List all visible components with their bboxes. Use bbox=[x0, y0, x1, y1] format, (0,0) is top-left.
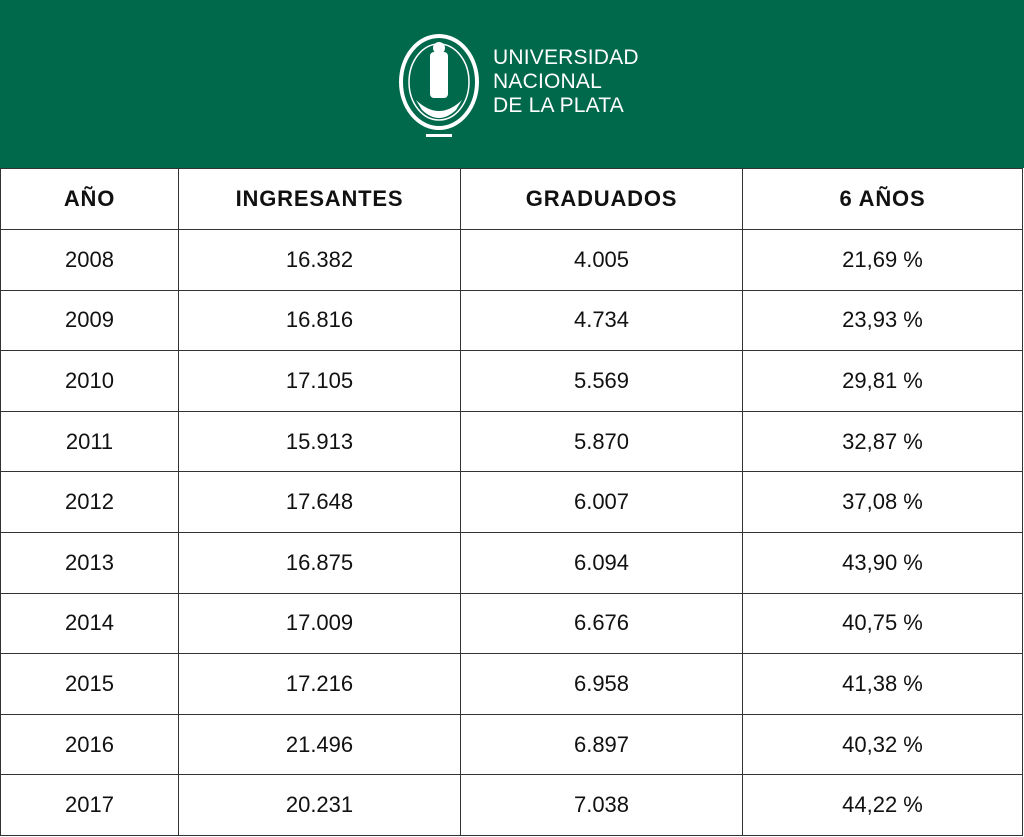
table-cell: 43,90 % bbox=[742, 531, 1023, 594]
table-cell: 17.009 bbox=[178, 592, 461, 655]
table-cell: 7.038 bbox=[460, 774, 743, 836]
table-row: 2015 17.216 6.958 41,38 % bbox=[0, 653, 1023, 715]
table-cell: 44,22 % bbox=[742, 774, 1023, 836]
column-header: INGRESANTES bbox=[178, 168, 461, 230]
table-cell: 2008 bbox=[0, 229, 179, 291]
table-cell: 6.897 bbox=[460, 713, 743, 776]
column-header: AÑO bbox=[0, 168, 179, 230]
logo-line: NACIONAL bbox=[493, 70, 602, 93]
logo-line: UNIVERSIDAD bbox=[493, 46, 639, 69]
table-row: 2011 15.913 5.870 32,87 % bbox=[0, 410, 1023, 473]
table-cell: 29,81 % bbox=[742, 350, 1023, 412]
table-cell: 41,38 % bbox=[742, 653, 1023, 715]
table-cell: 4.005 bbox=[460, 229, 743, 291]
table-cell: 6.676 bbox=[460, 592, 743, 655]
table-cell: 2013 bbox=[0, 531, 179, 594]
table-cell: 16.382 bbox=[178, 229, 461, 291]
column-header: GRADUADOS bbox=[460, 168, 743, 230]
table-cell: 5.870 bbox=[460, 410, 743, 473]
table-cell: 17.105 bbox=[178, 350, 461, 412]
logo-line: DE LA PLATA bbox=[493, 94, 624, 117]
table-cell: 16.875 bbox=[178, 531, 461, 594]
table-cell: 2009 bbox=[0, 289, 179, 352]
table-cell: 32,87 % bbox=[742, 410, 1023, 473]
logo-emblem bbox=[399, 34, 479, 137]
table-cell: 17.216 bbox=[178, 653, 461, 715]
logo-text: UNIVERSIDAD NACIONAL DE LA PLATA bbox=[493, 46, 639, 118]
table-cell: 6.007 bbox=[460, 471, 743, 533]
table-cell: 37,08 % bbox=[742, 471, 1023, 533]
table-cell: 2011 bbox=[0, 410, 179, 473]
table-cell: 16.816 bbox=[178, 289, 461, 352]
table-cell: 6.094 bbox=[460, 531, 743, 594]
table-cell: 2015 bbox=[0, 653, 179, 715]
table-row: 2008 16.382 4.005 21,69 % bbox=[0, 229, 1023, 291]
header-row: AÑO INGRESANTES GRADUADOS 6 AÑOS bbox=[0, 168, 1023, 230]
table-cell: 2012 bbox=[0, 471, 179, 533]
table-cell: 6.958 bbox=[460, 653, 743, 715]
table-row: 2009 16.816 4.734 23,93 % bbox=[0, 289, 1023, 352]
table-cell: 15.913 bbox=[178, 410, 461, 473]
table-cell: 20.231 bbox=[178, 774, 461, 836]
table-cell: 40,32 % bbox=[742, 713, 1023, 776]
table-cell: 2016 bbox=[0, 713, 179, 776]
table-row: 2017 20.231 7.038 44,22 % bbox=[0, 774, 1023, 836]
table-row: 2012 17.648 6.007 37,08 % bbox=[0, 471, 1023, 533]
table-cell: 17.648 bbox=[178, 471, 461, 533]
table-cell: 5.569 bbox=[460, 350, 743, 412]
table-cell: 21.496 bbox=[178, 713, 461, 776]
table-cell: 2017 bbox=[0, 774, 179, 836]
table-row: 2010 17.105 5.569 29,81 % bbox=[0, 350, 1023, 412]
table-row: 2014 17.009 6.676 40,75 % bbox=[0, 592, 1023, 655]
data-table: AÑO INGRESANTES GRADUADOS 6 AÑOS 2008 16.382… bbox=[0, 168, 1023, 836]
table-cell: 23,93 % bbox=[742, 289, 1023, 352]
table-cell: 40,75 % bbox=[742, 592, 1023, 655]
table-cell: 4.734 bbox=[460, 289, 743, 352]
table-cell: 2014 bbox=[0, 592, 179, 655]
header: UNIVERSIDAD NACIONAL DE LA PLATA bbox=[0, 0, 1024, 168]
column-header: 6 AÑOS bbox=[742, 168, 1023, 230]
table-cell: 2010 bbox=[0, 350, 179, 412]
table-row: 2016 21.496 6.897 40,32 % bbox=[0, 713, 1023, 776]
table-row: 2013 16.875 6.094 43,90 % bbox=[0, 531, 1023, 594]
table-cell: 21,69 % bbox=[742, 229, 1023, 291]
